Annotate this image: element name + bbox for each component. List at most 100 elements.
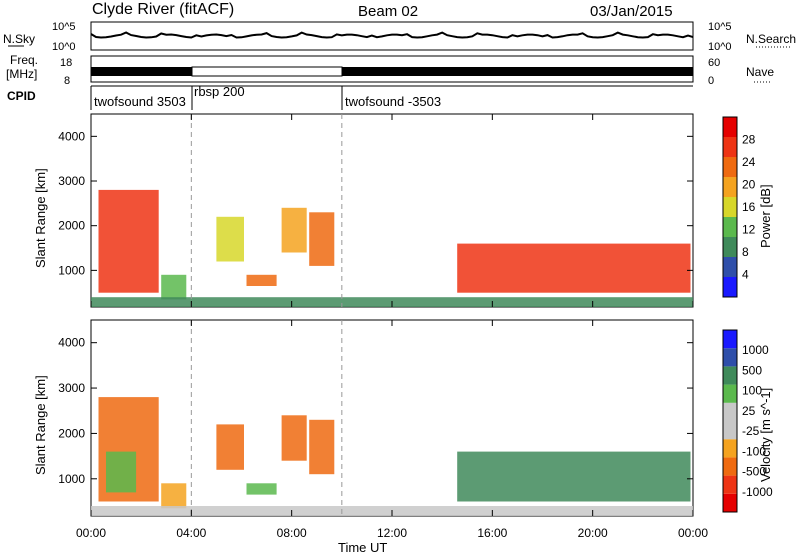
nsky-right-tick-bottom: 10^0: [708, 41, 732, 53]
power-colorbar-label: Power [dB]: [758, 184, 773, 248]
y-tick-label: 1000: [58, 263, 85, 277]
colorbar-segment: [723, 366, 737, 385]
nsearch-label: N.Search: [746, 32, 796, 46]
nsky-panel: N.Sky 10^5 10^0 10^5 10^0 N.Search: [3, 21, 796, 53]
colorbar-tick-label: 20: [742, 178, 756, 192]
y-tick-label: 4000: [58, 129, 85, 143]
cpid-mode-1: twofsound 3503: [94, 94, 186, 109]
nsky-left-tick-top: 10^5: [52, 21, 76, 33]
echo-region-5: [281, 207, 307, 253]
colorbar-segment: [723, 217, 737, 237]
nsky-left-tick-bottom: 10^0: [52, 41, 76, 53]
colorbar-segment: [723, 493, 737, 512]
colorbar-tick-label: 500: [742, 363, 762, 377]
x-tick-label: 16:00: [477, 526, 507, 540]
freq-bar-segment-3: [342, 67, 693, 76]
colorbar-tick-label: 100: [742, 384, 762, 398]
colorbar-tick-label: -1000: [742, 485, 773, 499]
echo-region-4: [246, 274, 277, 286]
y-tick-label: 3000: [58, 381, 85, 395]
echo-region-5: [246, 483, 277, 495]
freq-left-tick-bottom: 8: [64, 75, 70, 87]
colorbar-segment: [723, 277, 737, 297]
date-title: 03/Jan/2015: [590, 3, 673, 20]
freq-bar-segment-2: [191, 66, 343, 77]
nave-right-tick-top: 60: [708, 57, 720, 69]
y-tick-label: 1000: [58, 472, 85, 486]
colorbar-tick-label: 8: [742, 245, 749, 259]
echo-region-7: [309, 419, 335, 475]
nave-label: Nave: [746, 65, 774, 79]
velocity-y-axis-label: Slant Range [km]: [33, 375, 48, 475]
cpid-label: CPID: [7, 89, 36, 103]
echo-region-7: [457, 243, 691, 293]
echo-region-2: [106, 451, 137, 493]
freq-panel: Freq. [MHz] 18 8 60 0 Nave: [6, 53, 774, 87]
colorbar-segment: [723, 157, 737, 177]
nsky-label: N.Sky: [3, 32, 35, 46]
y-tick-label: 4000: [58, 336, 85, 350]
colorbar-tick-label: 1000: [742, 343, 769, 357]
colorbar-tick-label: 28: [742, 133, 756, 147]
x-tick-label: 20:00: [578, 526, 608, 540]
x-tick-label: 04:00: [176, 526, 206, 540]
power-y-axis-label: Slant Range [km]: [33, 168, 48, 268]
echo-region-8: [457, 451, 691, 502]
x-tick-label: 00:00: [678, 526, 708, 540]
beam-title: Beam 02: [358, 3, 418, 20]
echo-region-4: [216, 424, 244, 470]
colorbar-tick-label: 16: [742, 200, 756, 214]
colorbar-segment: [723, 330, 737, 349]
velocity-echo-layer: [91, 320, 693, 516]
power-panel: 1000 2000 3000 4000 Slant Range [km] 28 24 20…: [33, 113, 773, 308]
velocity-panel: 1000 2000 3000 4000 Slant Range [km] 1000 50…: [33, 319, 773, 517]
colorbar-tick-label: 4: [742, 268, 749, 282]
velocity-y-ticks: 1000 2000 3000 4000: [58, 336, 693, 486]
echo-region-3: [161, 483, 187, 509]
cpid-mode-2: rbsp 200: [194, 84, 245, 99]
colorbar-tick-label: -100: [742, 444, 766, 458]
colorbar-segment: [723, 117, 737, 137]
power-echo-layer: [91, 114, 693, 307]
colorbar-segment: [723, 137, 737, 157]
x-tick-label: 12:00: [377, 526, 407, 540]
colorbar-tick-label: 24: [742, 155, 756, 169]
colorbar-segment: [723, 257, 737, 277]
colorbar-segment: [723, 237, 737, 257]
y-tick-label: 2000: [58, 219, 85, 233]
colorbar-segment: [723, 197, 737, 217]
echo-region-1: [98, 189, 159, 293]
colorbar-segment: [723, 348, 737, 367]
y-tick-label: 3000: [58, 174, 85, 188]
colorbar-tick-label: -25: [742, 424, 760, 438]
time-axis-ticks: 00:00 04:00 08:00 12:00 16:00 20:00 00:00: [76, 114, 708, 540]
colorbar-tick-label: -500: [742, 465, 766, 479]
colorbar-tick-label: 25: [742, 404, 756, 418]
nsky-right-tick-top: 10^5: [708, 21, 732, 33]
y-tick-label: 2000: [58, 426, 85, 440]
colorbar-segment: [723, 475, 737, 494]
colorbar-segment: [723, 177, 737, 197]
echo-region-6: [281, 415, 307, 461]
freq-unit-label: [MHz]: [6, 67, 37, 81]
x-axis-label: Time UT: [338, 540, 387, 554]
echo-region-3: [216, 216, 244, 262]
colorbar-frame: [722, 116, 738, 298]
nsky-frame: [90, 21, 694, 51]
power-y-ticks: 1000 2000 3000 4000: [58, 129, 693, 277]
colorbar-segment: [723, 384, 737, 403]
x-tick-label: 00:00: [76, 526, 106, 540]
nsky-trace: [90, 31, 694, 39]
colorbar-segment: [723, 439, 737, 458]
velocity-colorbar: 1000 500 100 25 -25 -100 -500 -1000: [722, 329, 773, 513]
colorbar-segment: [723, 457, 737, 476]
freq-label: Freq.: [10, 53, 38, 67]
colorbar-tick-label: 12: [742, 223, 756, 237]
nave-right-tick-bottom: 0: [708, 75, 714, 87]
freq-left-tick-top: 18: [60, 57, 72, 69]
echo-region-2: [161, 274, 187, 300]
x-tick-label: 08:00: [277, 526, 307, 540]
colorbar-segment: [723, 421, 737, 440]
cpid-mode-3: twofsound -3503: [345, 94, 441, 109]
